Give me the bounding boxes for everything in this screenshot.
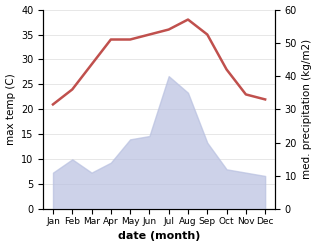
Y-axis label: med. precipitation (kg/m2): med. precipitation (kg/m2)	[302, 39, 313, 180]
Y-axis label: max temp (C): max temp (C)	[5, 74, 16, 145]
X-axis label: date (month): date (month)	[118, 231, 200, 242]
